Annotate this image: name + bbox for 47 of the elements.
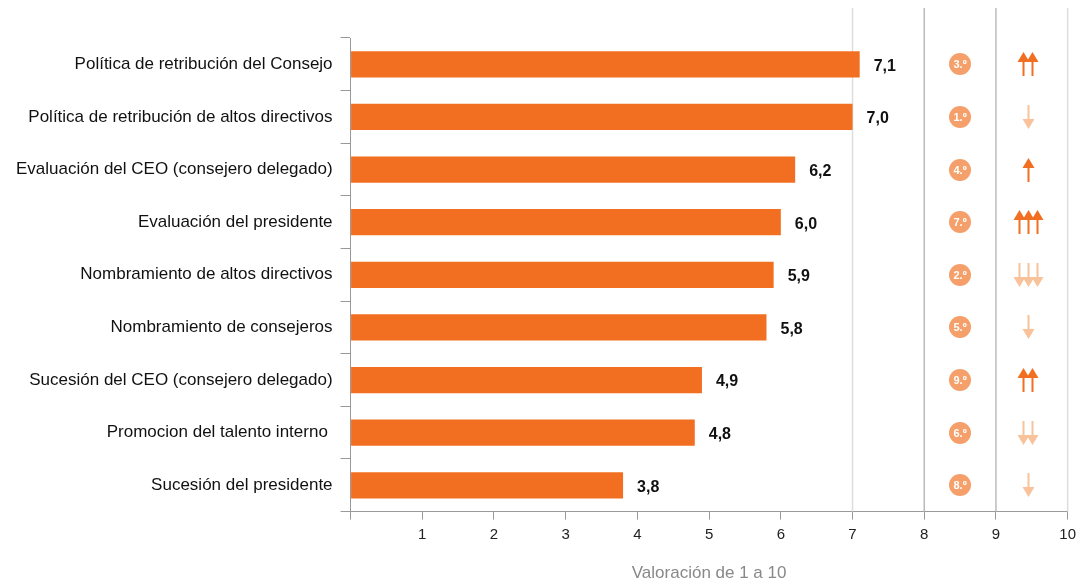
- bar: [351, 472, 624, 499]
- annotation: 1.º: [949, 105, 972, 128]
- data-label: 7,0: [866, 109, 889, 127]
- y-tick-label: Evaluación del CEO (consejero delegado): [16, 159, 333, 179]
- y-tick-label: Política de retribución del Consejo: [74, 54, 333, 73]
- x-axis-title: Valoración de 1 a 10: [631, 563, 787, 583]
- annotation: 7.º: [949, 211, 972, 234]
- data-label: 7,1: [873, 56, 897, 74]
- data-label: 6,2: [809, 161, 832, 179]
- y-tick-label: Nombramiento de altos directivos: [80, 264, 333, 284]
- data-label: 4,9: [715, 372, 739, 390]
- y-tick-label: Evaluación del presidente: [137, 211, 333, 231]
- x-tick-label: 5: [704, 524, 714, 542]
- bar: [351, 314, 767, 341]
- data-label: 5,8: [780, 319, 803, 337]
- x-tick-label: 3: [561, 524, 570, 542]
- bar: [351, 156, 796, 183]
- x-tick-label: 4: [633, 524, 642, 542]
- annotation: 6.º: [949, 421, 972, 444]
- y-tick-label: Nombramiento de consejeros: [110, 317, 333, 337]
- x-tick-label: 6: [776, 524, 785, 542]
- y-tick-label: Sucesión del CEO (consejero delegado): [29, 369, 333, 389]
- x-tick-label: 8: [920, 524, 929, 542]
- x-tick-label: 10: [1059, 524, 1076, 542]
- x-tick-label: 2: [489, 524, 499, 542]
- data-label: 5,9: [787, 267, 810, 285]
- data-label: 6,0: [794, 214, 818, 232]
- y-tick-label: Sucesión del presidente: [151, 474, 333, 494]
- annotation: 5.º: [949, 316, 972, 339]
- bar: [351, 103, 853, 131]
- annotation: 8.º: [949, 474, 972, 497]
- x-tick-label: 7: [848, 524, 857, 542]
- bar: [351, 419, 695, 446]
- bar: [351, 209, 781, 236]
- x-tick-label: 1: [418, 524, 427, 542]
- annotation: 2.º: [949, 263, 972, 286]
- data-label: 4,8: [708, 425, 732, 443]
- y-tick-label: Política de retribución de altos directivos: [28, 106, 333, 126]
- data-label: 3,8: [637, 477, 660, 495]
- bar: [351, 366, 702, 394]
- annotation: 3.º: [949, 53, 972, 76]
- bar: [351, 51, 860, 78]
- x-tick-label: 9: [991, 524, 1001, 542]
- y-tick-label: Promocion del talento interno: [106, 422, 333, 442]
- annotation: 9.º: [949, 369, 972, 392]
- annotation: 4.º: [949, 158, 972, 181]
- bar: [351, 261, 774, 288]
